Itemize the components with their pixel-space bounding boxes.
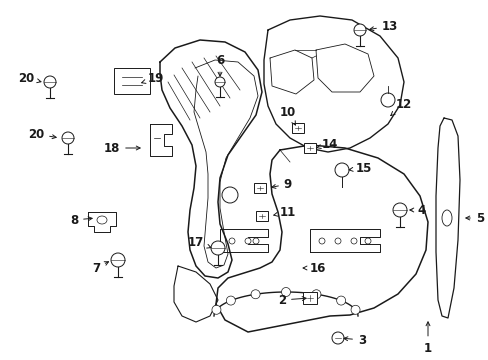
Circle shape xyxy=(44,76,56,88)
Text: 18: 18 xyxy=(103,141,140,154)
Polygon shape xyxy=(315,44,373,92)
Circle shape xyxy=(380,93,394,107)
Circle shape xyxy=(350,238,356,244)
Circle shape xyxy=(331,332,343,344)
FancyBboxPatch shape xyxy=(256,211,267,221)
Polygon shape xyxy=(269,50,313,94)
Text: 9: 9 xyxy=(271,177,291,190)
Circle shape xyxy=(350,305,359,314)
Polygon shape xyxy=(435,118,459,318)
FancyBboxPatch shape xyxy=(253,183,265,193)
Polygon shape xyxy=(160,40,262,278)
Text: 20: 20 xyxy=(28,127,56,140)
Text: 17: 17 xyxy=(187,235,210,248)
Text: 7: 7 xyxy=(92,261,108,274)
Ellipse shape xyxy=(97,216,107,224)
Text: 14: 14 xyxy=(316,138,338,150)
Text: 15: 15 xyxy=(348,162,371,175)
Circle shape xyxy=(334,163,348,177)
Text: 8: 8 xyxy=(70,213,92,226)
Text: 16: 16 xyxy=(303,261,325,274)
Circle shape xyxy=(62,132,74,144)
Polygon shape xyxy=(174,266,218,322)
FancyBboxPatch shape xyxy=(291,123,304,133)
Polygon shape xyxy=(216,145,427,332)
Text: 5: 5 xyxy=(465,211,483,225)
Circle shape xyxy=(226,296,235,305)
Text: 19: 19 xyxy=(142,72,164,85)
Circle shape xyxy=(392,203,406,217)
Polygon shape xyxy=(150,124,172,156)
FancyBboxPatch shape xyxy=(303,292,316,304)
Circle shape xyxy=(111,253,125,267)
Circle shape xyxy=(334,238,340,244)
Text: 11: 11 xyxy=(273,206,296,219)
Text: 13: 13 xyxy=(369,19,397,32)
Circle shape xyxy=(318,238,325,244)
Circle shape xyxy=(244,238,250,244)
FancyBboxPatch shape xyxy=(114,68,150,94)
Text: 2: 2 xyxy=(277,293,305,306)
Circle shape xyxy=(281,288,290,297)
Text: 3: 3 xyxy=(343,333,366,346)
Circle shape xyxy=(311,290,320,299)
Circle shape xyxy=(215,77,224,87)
Circle shape xyxy=(211,305,221,314)
Text: 4: 4 xyxy=(409,203,425,216)
Circle shape xyxy=(210,241,224,255)
Circle shape xyxy=(228,238,235,244)
Circle shape xyxy=(336,296,345,305)
Ellipse shape xyxy=(441,210,451,226)
Text: 6: 6 xyxy=(215,54,224,76)
Circle shape xyxy=(222,187,238,203)
Polygon shape xyxy=(264,16,403,152)
Text: 1: 1 xyxy=(423,322,431,355)
Text: 12: 12 xyxy=(390,98,411,116)
Circle shape xyxy=(252,238,259,244)
FancyBboxPatch shape xyxy=(304,143,315,153)
Circle shape xyxy=(364,238,370,244)
Polygon shape xyxy=(88,212,116,232)
Circle shape xyxy=(250,290,260,299)
Polygon shape xyxy=(220,229,267,252)
Text: 10: 10 xyxy=(279,105,296,125)
Polygon shape xyxy=(309,229,379,252)
Circle shape xyxy=(353,24,365,36)
Text: 20: 20 xyxy=(18,72,41,85)
